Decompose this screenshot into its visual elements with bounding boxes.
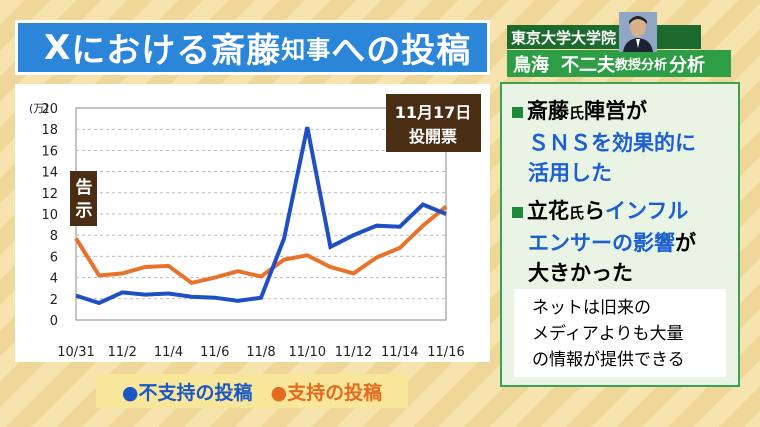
title-part2: への投稿 <box>331 31 472 71</box>
name-family: 鳥海 <box>513 54 549 76</box>
x-tick-label: 11/8 <box>246 345 275 360</box>
line-chart: 0 2 4 6 8 10 12 14 16 18 20(万) 10/31 11/2 11/4 11/6 11/… <box>29 94 481 360</box>
announce-label: 告 <box>76 177 93 198</box>
y-tick-label: 2 <box>50 293 58 308</box>
note-box: ネットは旧来の メディアよりも大量 の情報が提供できる <box>514 289 726 377</box>
y-tick-label: 16 <box>41 144 58 159</box>
y-tick-label: 20 <box>41 102 58 117</box>
election-date: 11月17日 <box>395 103 472 122</box>
announce-label: 示 <box>76 201 93 221</box>
title-part1: における斎藤 <box>71 31 282 71</box>
election-label: 投開票 <box>409 127 457 146</box>
professor-avatar <box>619 12 657 52</box>
x-tick-label: 11/10 <box>289 345 326 360</box>
x-tick-label: 11/4 <box>154 345 183 360</box>
y-axis-unit: (万) <box>29 102 49 115</box>
professor-header: 東京大学大学院 鳥海 不二夫 教授分析 分析 <box>507 25 731 77</box>
y-tick-label: 8 <box>50 229 58 244</box>
bullet-square-icon <box>512 106 523 118</box>
y-tick-label: 0 <box>50 314 58 329</box>
point-1: 斎藤氏陣営が ＳＮＳを効果的に 活用した <box>512 96 696 188</box>
y-tick-label: 18 <box>41 123 58 138</box>
x-tick-label: 11/12 <box>335 345 372 360</box>
x-tick-label: 11/16 <box>427 345 464 360</box>
y-tick-label: 14 <box>41 166 58 181</box>
page-title: X における斎藤 知事 への投稿 <box>15 20 490 75</box>
x-tick-label: 11/6 <box>200 345 229 360</box>
series-line <box>74 205 448 286</box>
election-date-box <box>386 94 481 152</box>
name-given: 不二夫 <box>561 54 615 76</box>
title-small: 知事 <box>281 36 332 64</box>
analysis-panel: 斎藤氏陣営が ＳＮＳを効果的に 活用した 立花氏らインフル エンサーの影響が 大… <box>500 82 740 387</box>
professor-name: 鳥海 不二夫 教授分析 分析 <box>507 50 731 77</box>
chart-panel: 0 2 4 6 8 10 12 14 16 18 20 (万) 10/31 11/2 11/4 11/6 11/… <box>15 84 490 362</box>
legend-orange: ●支持の投稿 <box>270 381 383 404</box>
x-tick-label: 10/31 <box>57 345 94 360</box>
title-x: X <box>44 27 72 68</box>
bullet-square-icon <box>512 206 523 218</box>
x-tick-label: 11/14 <box>381 345 418 360</box>
announce-marker <box>70 171 97 226</box>
point-2: 立花氏らインフル エンサーの影響が 大きかった <box>512 196 696 288</box>
role: 教授分析 <box>615 58 668 73</box>
y-tick-label: 12 <box>41 187 58 202</box>
legend-blue: ●不支持の投稿 <box>121 381 253 404</box>
legend: ●不支持の投稿 ●支持の投稿 <box>96 374 408 408</box>
y-tick-label: 6 <box>50 250 58 265</box>
x-tick-label: 11/2 <box>108 345 137 360</box>
series-line <box>75 126 447 306</box>
affiliation: 東京大学大学院 <box>507 25 701 49</box>
y-tick-label: 10 <box>41 208 58 223</box>
y-tick-label: 4 <box>50 272 58 287</box>
